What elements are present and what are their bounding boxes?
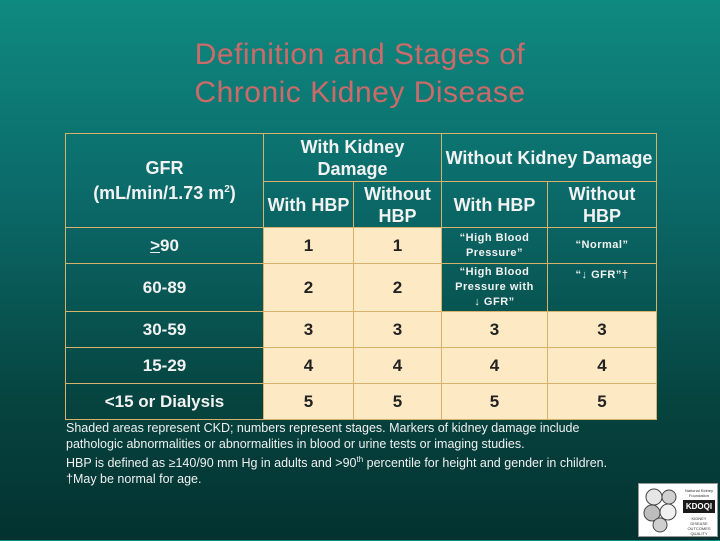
ckd-stages-table: GFR (mL/min/1.73 m2) With Kidney Damage … — [65, 133, 658, 420]
gfr-cell: 15-29 — [65, 347, 264, 384]
footnote-hbp: HBP is defined as ≥140/90 mm Hg in adult… — [66, 455, 608, 471]
logo-top-text: National Kidney Foundation — [684, 488, 714, 498]
label-cell: “High Blood Pressure” — [441, 227, 548, 264]
stage-cell: 2 — [353, 263, 442, 312]
stage-cell: 1 — [263, 227, 354, 264]
label-cell: “High Blood Pressure with ↓ GFR” — [441, 263, 548, 312]
without-damage-with-hbp: With HBP — [441, 181, 548, 228]
kdoqi-badge: KDOQI — [683, 500, 715, 513]
stage-cell: 5 — [353, 383, 442, 420]
gfr-header: GFR — [145, 158, 184, 178]
footnote-dagger: †May be normal for age. — [66, 472, 202, 487]
slide-title-line2: Chronic Kidney Disease — [194, 76, 526, 109]
footnotes: Shaded areas represent CKD; numbers repr… — [66, 420, 636, 487]
stage-cell: 3 — [546, 311, 658, 348]
label-cell: “↓ GFR”† — [546, 263, 658, 312]
with-damage-with-hbp: With HBP — [263, 181, 354, 228]
table-row: 15-29 4 4 4 4 — [65, 347, 658, 384]
stage-cell: 4 — [353, 347, 442, 384]
without-damage-header: Without Kidney Damage — [440, 133, 658, 182]
stage-cell: 3 — [353, 311, 442, 348]
table-row: <15 or Dialysis 5 5 5 5 — [65, 383, 658, 420]
stage-cell: 5 — [263, 383, 354, 420]
footnote-shading: Shaded areas represent CKD; numbers repr… — [66, 421, 580, 451]
stage-cell: 4 — [441, 347, 548, 384]
with-damage-header: With Kidney Damage — [263, 133, 442, 182]
gfr-header-cell: GFR (mL/min/1.73 m2) — [65, 133, 264, 228]
gfr-cell: 30-59 — [65, 311, 264, 348]
stage-cell: 5 — [441, 383, 548, 420]
table-row: >90 1 1 “High Blood Pressure” “Normal” — [65, 227, 658, 264]
stage-cell: 5 — [546, 383, 658, 420]
gfr-unit: (mL/min/1.73 m2) — [93, 183, 236, 203]
stage-cell: 3 — [441, 311, 548, 348]
logo-bottom-text: KIDNEY DISEASE OUTCOMES QUALITY INITIATI… — [687, 516, 711, 541]
gfr-cell: <15 or Dialysis — [65, 383, 264, 420]
kdoqi-logo: National Kidney Foundation KDOQI KIDNEY … — [638, 483, 718, 541]
table-row: 30-59 3 3 3 3 — [65, 311, 658, 348]
label-cell: “Normal” — [546, 227, 658, 264]
stage-cell: 4 — [263, 347, 354, 384]
slide-title: Definition and Stages of Chronic Kidney … — [0, 36, 720, 112]
stage-cell: 2 — [263, 263, 354, 312]
slide-title-line1: Definition and Stages of — [194, 38, 526, 71]
stage-cell: 1 — [353, 227, 442, 264]
stage-cell: 3 — [263, 311, 354, 348]
gfr-cell: >90 — [65, 227, 264, 264]
without-damage-without-hbp: Without HBP — [546, 181, 658, 228]
table-row: 60-89 2 2 “High Blood Pressure with ↓ GFR… — [65, 263, 658, 312]
kidney-circles-icon — [643, 488, 677, 533]
with-damage-without-hbp: Without HBP — [353, 181, 442, 228]
gfr-cell: 60-89 — [65, 263, 264, 312]
stage-cell: 4 — [546, 347, 658, 384]
